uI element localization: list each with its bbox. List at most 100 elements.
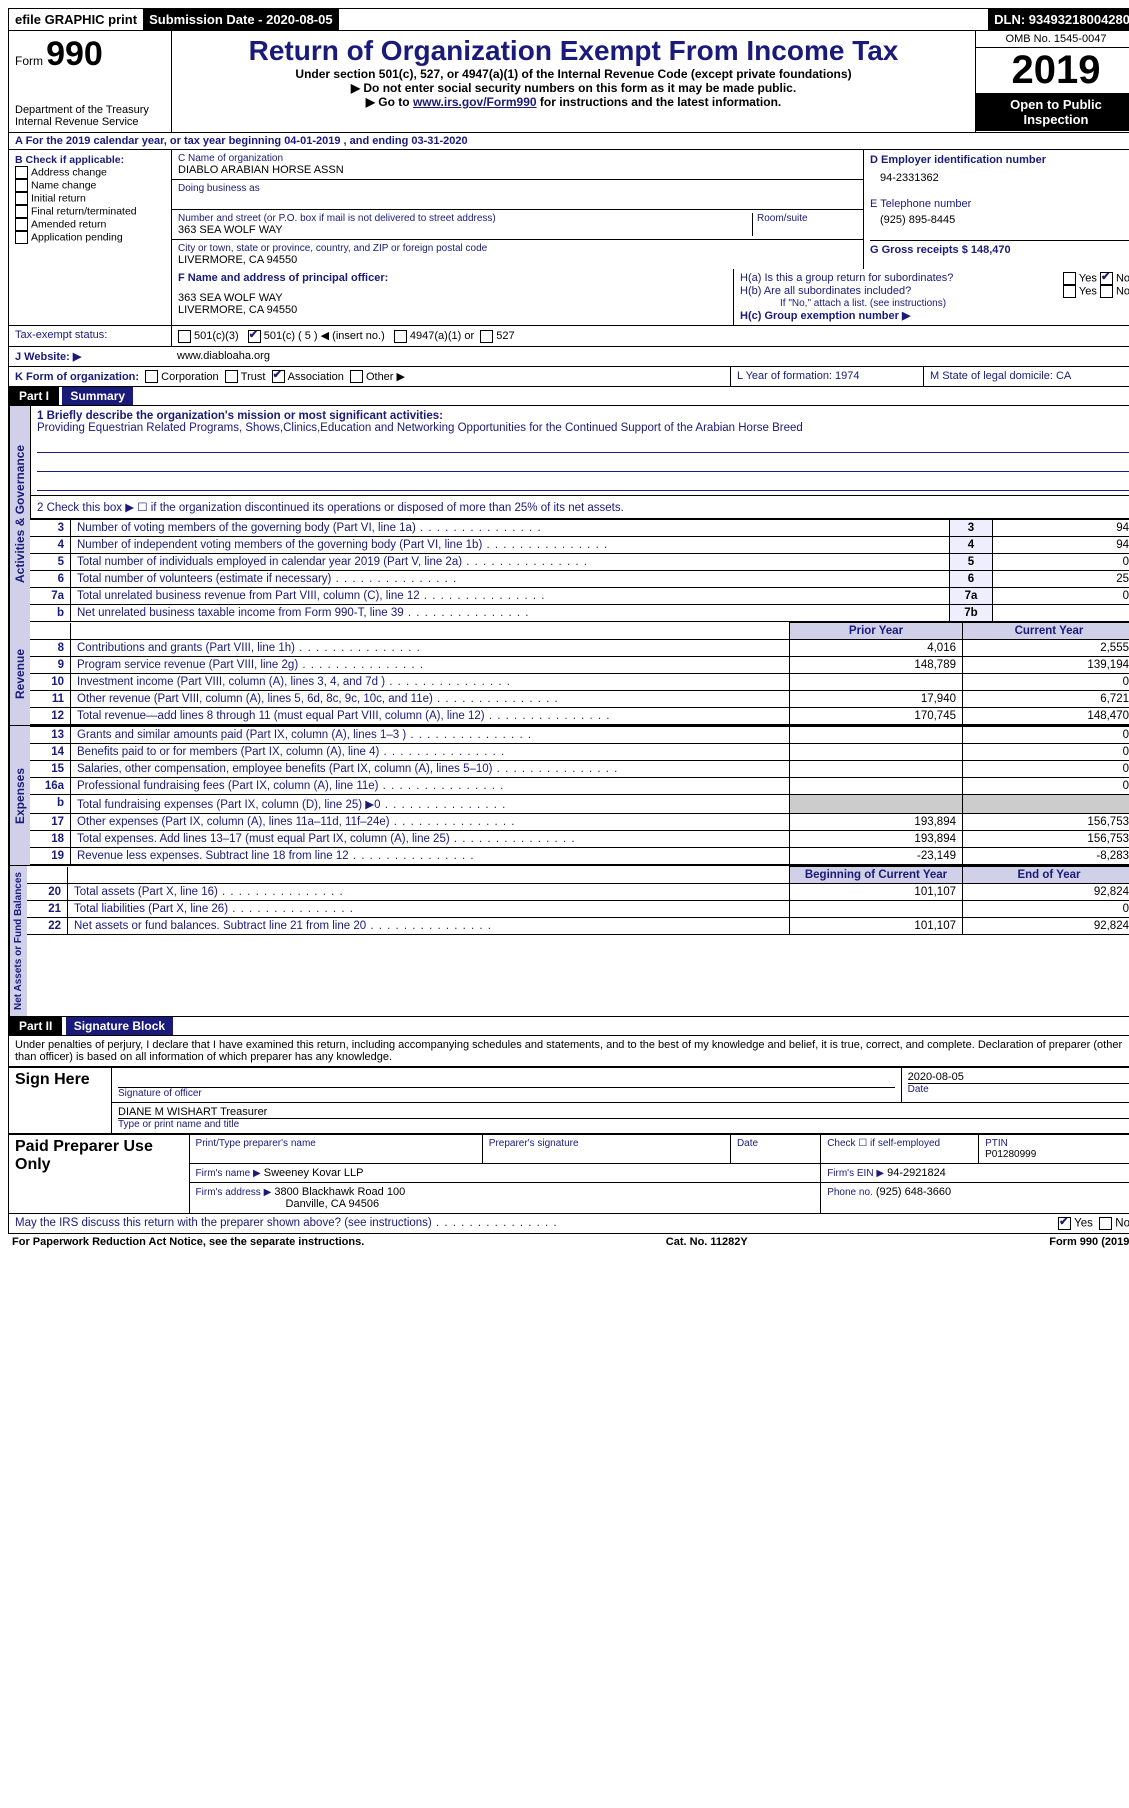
cb-assoc[interactable] — [272, 370, 285, 383]
room-label: Room/suite — [757, 213, 857, 224]
cb-discuss-yes[interactable] — [1058, 1217, 1071, 1230]
mission-label: 1 Briefly describe the organization's mi… — [37, 410, 443, 422]
officer-addr1: 363 SEA WOLF WAY — [178, 292, 727, 304]
side-expenses: Expenses — [9, 726, 30, 865]
subtitle-3-pre: ▶ Go to — [366, 95, 413, 109]
officer-addr2: LIVERMORE, CA 94550 — [178, 304, 727, 316]
table-row: 20Total assets (Part X, line 16)101,1079… — [27, 884, 1129, 901]
mission-text: Providing Equestrian Related Programs, S… — [37, 422, 803, 434]
cb-501c3[interactable] — [178, 330, 191, 343]
open-public: Open to Public Inspection — [976, 93, 1129, 131]
submission-date: Submission Date - 2020-08-05 — [143, 9, 339, 30]
table-row: 17Other expenses (Part IX, column (A), l… — [30, 814, 1129, 831]
expenses-table: 13Grants and similar amounts paid (Part … — [30, 726, 1129, 865]
opt-501c3: 501(c)(3) — [194, 330, 239, 342]
side-revenue: Revenue — [9, 622, 30, 725]
cb-527[interactable] — [480, 330, 493, 343]
hb-note: If "No," attach a list. (see instruction… — [740, 298, 1129, 309]
website: www.diabloaha.org — [171, 347, 1129, 366]
prep-sig-hdr: Preparer's signature — [482, 1135, 730, 1164]
cb-corp[interactable] — [145, 370, 158, 383]
table-row: 22Net assets or fund balances. Subtract … — [27, 918, 1129, 935]
firm-phone: (925) 648-3660 — [876, 1186, 951, 1198]
part2-num: Part II — [9, 1017, 62, 1035]
opt-501c: 501(c) ( 5 ) ◀ (insert no.) — [264, 330, 385, 342]
firm-addr2: Danville, CA 94506 — [286, 1198, 380, 1210]
lbl-final-return: Final return/terminated — [31, 205, 137, 217]
penalties-text: Under penalties of perjury, I declare th… — [8, 1036, 1129, 1067]
firm-ein-label: Firm's EIN ▶ — [827, 1168, 884, 1179]
revenue-block: Revenue Prior Year Current Year 8Contrib… — [8, 622, 1129, 726]
table-row: 7aTotal unrelated business revenue from … — [30, 588, 1129, 605]
footer-right: Form 990 (2019) — [1049, 1236, 1129, 1248]
row-i: Tax-exempt status: 501(c)(3) 501(c) ( 5 … — [8, 326, 1129, 347]
irs-link[interactable]: www.irs.gov/Form990 — [413, 95, 537, 109]
date-label: Date — [908, 1084, 1129, 1095]
na-py-hdr: Beginning of Current Year — [790, 867, 963, 884]
form-number: 990 — [46, 35, 103, 73]
dba-label: Doing business as — [178, 183, 857, 194]
addr-label: Number and street (or P.O. box if mail i… — [178, 213, 752, 224]
row-a-period: A For the 2019 calendar year, or tax yea… — [8, 133, 1129, 150]
footer-left: For Paperwork Reduction Act Notice, see … — [12, 1236, 364, 1248]
cb-address-change[interactable] — [15, 166, 28, 179]
opt-527: 527 — [496, 330, 514, 342]
street-address: 363 SEA WOLF WAY — [178, 224, 752, 236]
cb-discuss-no[interactable] — [1099, 1217, 1112, 1230]
prep-name-hdr: Print/Type preparer's name — [189, 1135, 482, 1164]
sig-officer-label: Signature of officer — [118, 1088, 895, 1099]
city-label: City or town, state or province, country… — [178, 243, 857, 254]
cb-trust[interactable] — [225, 370, 238, 383]
name-title-label: Type or print name and title — [118, 1119, 1129, 1130]
cb-ha-yes[interactable] — [1063, 272, 1076, 285]
na-cy-hdr: End of Year — [963, 867, 1129, 884]
cb-other[interactable] — [350, 370, 363, 383]
subtitle-1: Under section 501(c), 527, or 4947(a)(1)… — [178, 67, 969, 81]
cb-initial-return[interactable] — [15, 192, 28, 205]
ptin: P01280999 — [985, 1149, 1036, 1160]
netassets-block: Net Assets or Fund Balances Beginning of… — [8, 866, 1129, 1017]
firm-name: Sweeney Kovar LLP — [264, 1167, 364, 1179]
form-header: Form 990 Department of the Treasury Inte… — [8, 31, 1129, 133]
opt-4947: 4947(a)(1) or — [410, 330, 474, 342]
form-title: Return of Organization Exempt From Incom… — [178, 35, 969, 67]
j-label: J Website: ▶ — [9, 347, 171, 366]
cb-hb-yes[interactable] — [1063, 285, 1076, 298]
footer: For Paperwork Reduction Act Notice, see … — [8, 1234, 1129, 1250]
m-state: M State of legal domicile: CA — [924, 367, 1129, 387]
k-label: K Form of organization: — [15, 371, 139, 383]
form-word: Form — [15, 54, 43, 68]
paid-label: Paid Preparer Use Only — [9, 1135, 190, 1214]
cb-app-pending[interactable] — [15, 231, 28, 244]
cb-hb-no[interactable] — [1100, 285, 1113, 298]
cb-amended[interactable] — [15, 218, 28, 231]
part2-title: Signature Block — [66, 1017, 173, 1035]
side-netassets: Net Assets or Fund Balances — [9, 866, 27, 1016]
section-fh: F Name and address of principal officer:… — [8, 269, 1129, 326]
self-emp: Check ☐ if self-employed — [821, 1135, 979, 1164]
cb-501c[interactable] — [248, 330, 261, 343]
discuss-text: May the IRS discuss this return with the… — [15, 1217, 558, 1230]
ptin-label: PTIN — [985, 1138, 1008, 1149]
cb-final-return[interactable] — [15, 205, 28, 218]
table-row: 3Number of voting members of the governi… — [30, 520, 1129, 537]
expenses-block: Expenses 13Grants and similar amounts pa… — [8, 726, 1129, 866]
dept-treasury: Department of the Treasury Internal Reve… — [15, 104, 165, 128]
firm-ein: 94-2921824 — [887, 1167, 946, 1179]
table-row: bNet unrelated business taxable income f… — [30, 605, 1129, 622]
hc-label: H(c) Group exemption number ▶ — [740, 309, 1129, 322]
firm-addr-label: Firm's address ▶ — [196, 1187, 272, 1198]
row-j: J Website: ▶ www.diabloaha.org — [8, 347, 1129, 367]
ein: 94-2331362 — [880, 172, 1129, 184]
cb-name-change[interactable] — [15, 179, 28, 192]
cb-4947[interactable] — [394, 330, 407, 343]
row-klm: K Form of organization: Corporation Trus… — [8, 367, 1129, 388]
discuss-row: May the IRS discuss this return with the… — [8, 1214, 1129, 1234]
table-row: 11Other revenue (Part VIII, column (A), … — [30, 691, 1129, 708]
part1-header-row: Part I Summary — [8, 387, 1129, 406]
lbl-address-change: Address change — [31, 166, 107, 178]
lbl-name-change: Name change — [31, 179, 96, 191]
cb-ha-no[interactable] — [1100, 272, 1113, 285]
dln: DLN: 93493218004280 — [988, 9, 1129, 30]
table-row: 16aProfessional fundraising fees (Part I… — [30, 778, 1129, 795]
